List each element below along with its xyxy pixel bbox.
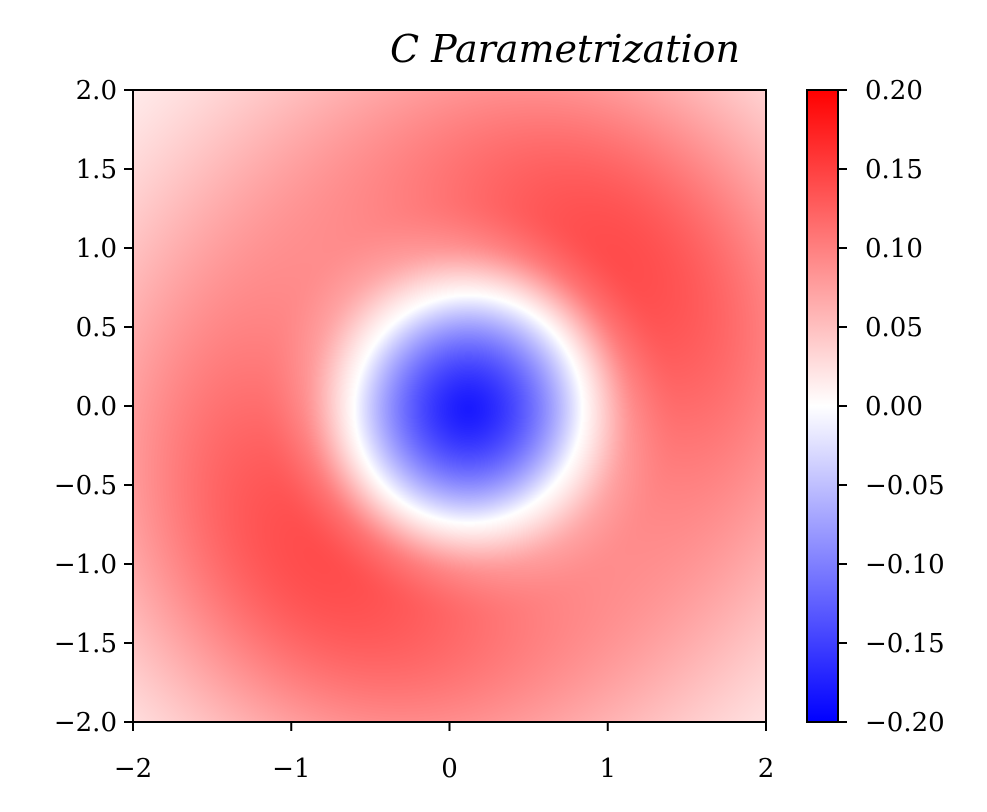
x-tick-label: 0 <box>441 754 458 784</box>
x-tick-label: 1 <box>599 754 616 784</box>
y-tick-label: −1.0 <box>54 550 117 580</box>
colorbar-tick-label: 0.00 <box>865 392 923 422</box>
colorbar-tick-label: −0.20 <box>865 708 945 738</box>
colorbar-gradient <box>807 90 838 722</box>
heatmap-canvas <box>133 90 766 722</box>
y-tick-label: −2.0 <box>54 708 117 738</box>
y-tick-label: 2.0 <box>76 76 117 106</box>
colorbar-tick-label: −0.05 <box>865 471 945 501</box>
x-axis: −2 −1 0 1 2 <box>114 722 774 784</box>
x-tick-label: −2 <box>114 754 152 784</box>
colorbar-ticks: 0.20 0.15 0.10 0.05 0.00 −0.05 −0.10 −0.15 −0.20 <box>838 76 945 738</box>
chart-title: C Parametrization <box>390 27 740 71</box>
y-tick-label: −1.5 <box>54 629 117 659</box>
y-tick-label: 0.5 <box>76 313 117 343</box>
x-tick-label: 2 <box>758 754 775 784</box>
y-tick-label: −0.5 <box>54 471 117 501</box>
y-axis: 2.0 1.5 1.0 0.5 0.0 −0.5 −1.0 −1.5 −2.0 <box>54 76 133 738</box>
colorbar-tick-label: 0.15 <box>865 155 923 185</box>
colorbar-tick-label: 0.10 <box>865 234 923 264</box>
y-tick-label: 1.0 <box>76 234 117 264</box>
colorbar-tick-label: −0.15 <box>865 629 945 659</box>
colorbar-tick-label: 0.05 <box>865 313 923 343</box>
y-tick-label: 1.5 <box>76 155 117 185</box>
colorbar: 0.20 0.15 0.10 0.05 0.00 −0.05 −0.10 −0.15 −0.20 <box>806 76 945 738</box>
y-tick-label: 0.0 <box>76 392 117 422</box>
colorbar-tick-label: 0.20 <box>865 76 923 106</box>
colorbar-tick-label: −0.10 <box>865 550 945 580</box>
x-tick-label: −1 <box>272 754 310 784</box>
heatmap-plot <box>132 89 767 723</box>
